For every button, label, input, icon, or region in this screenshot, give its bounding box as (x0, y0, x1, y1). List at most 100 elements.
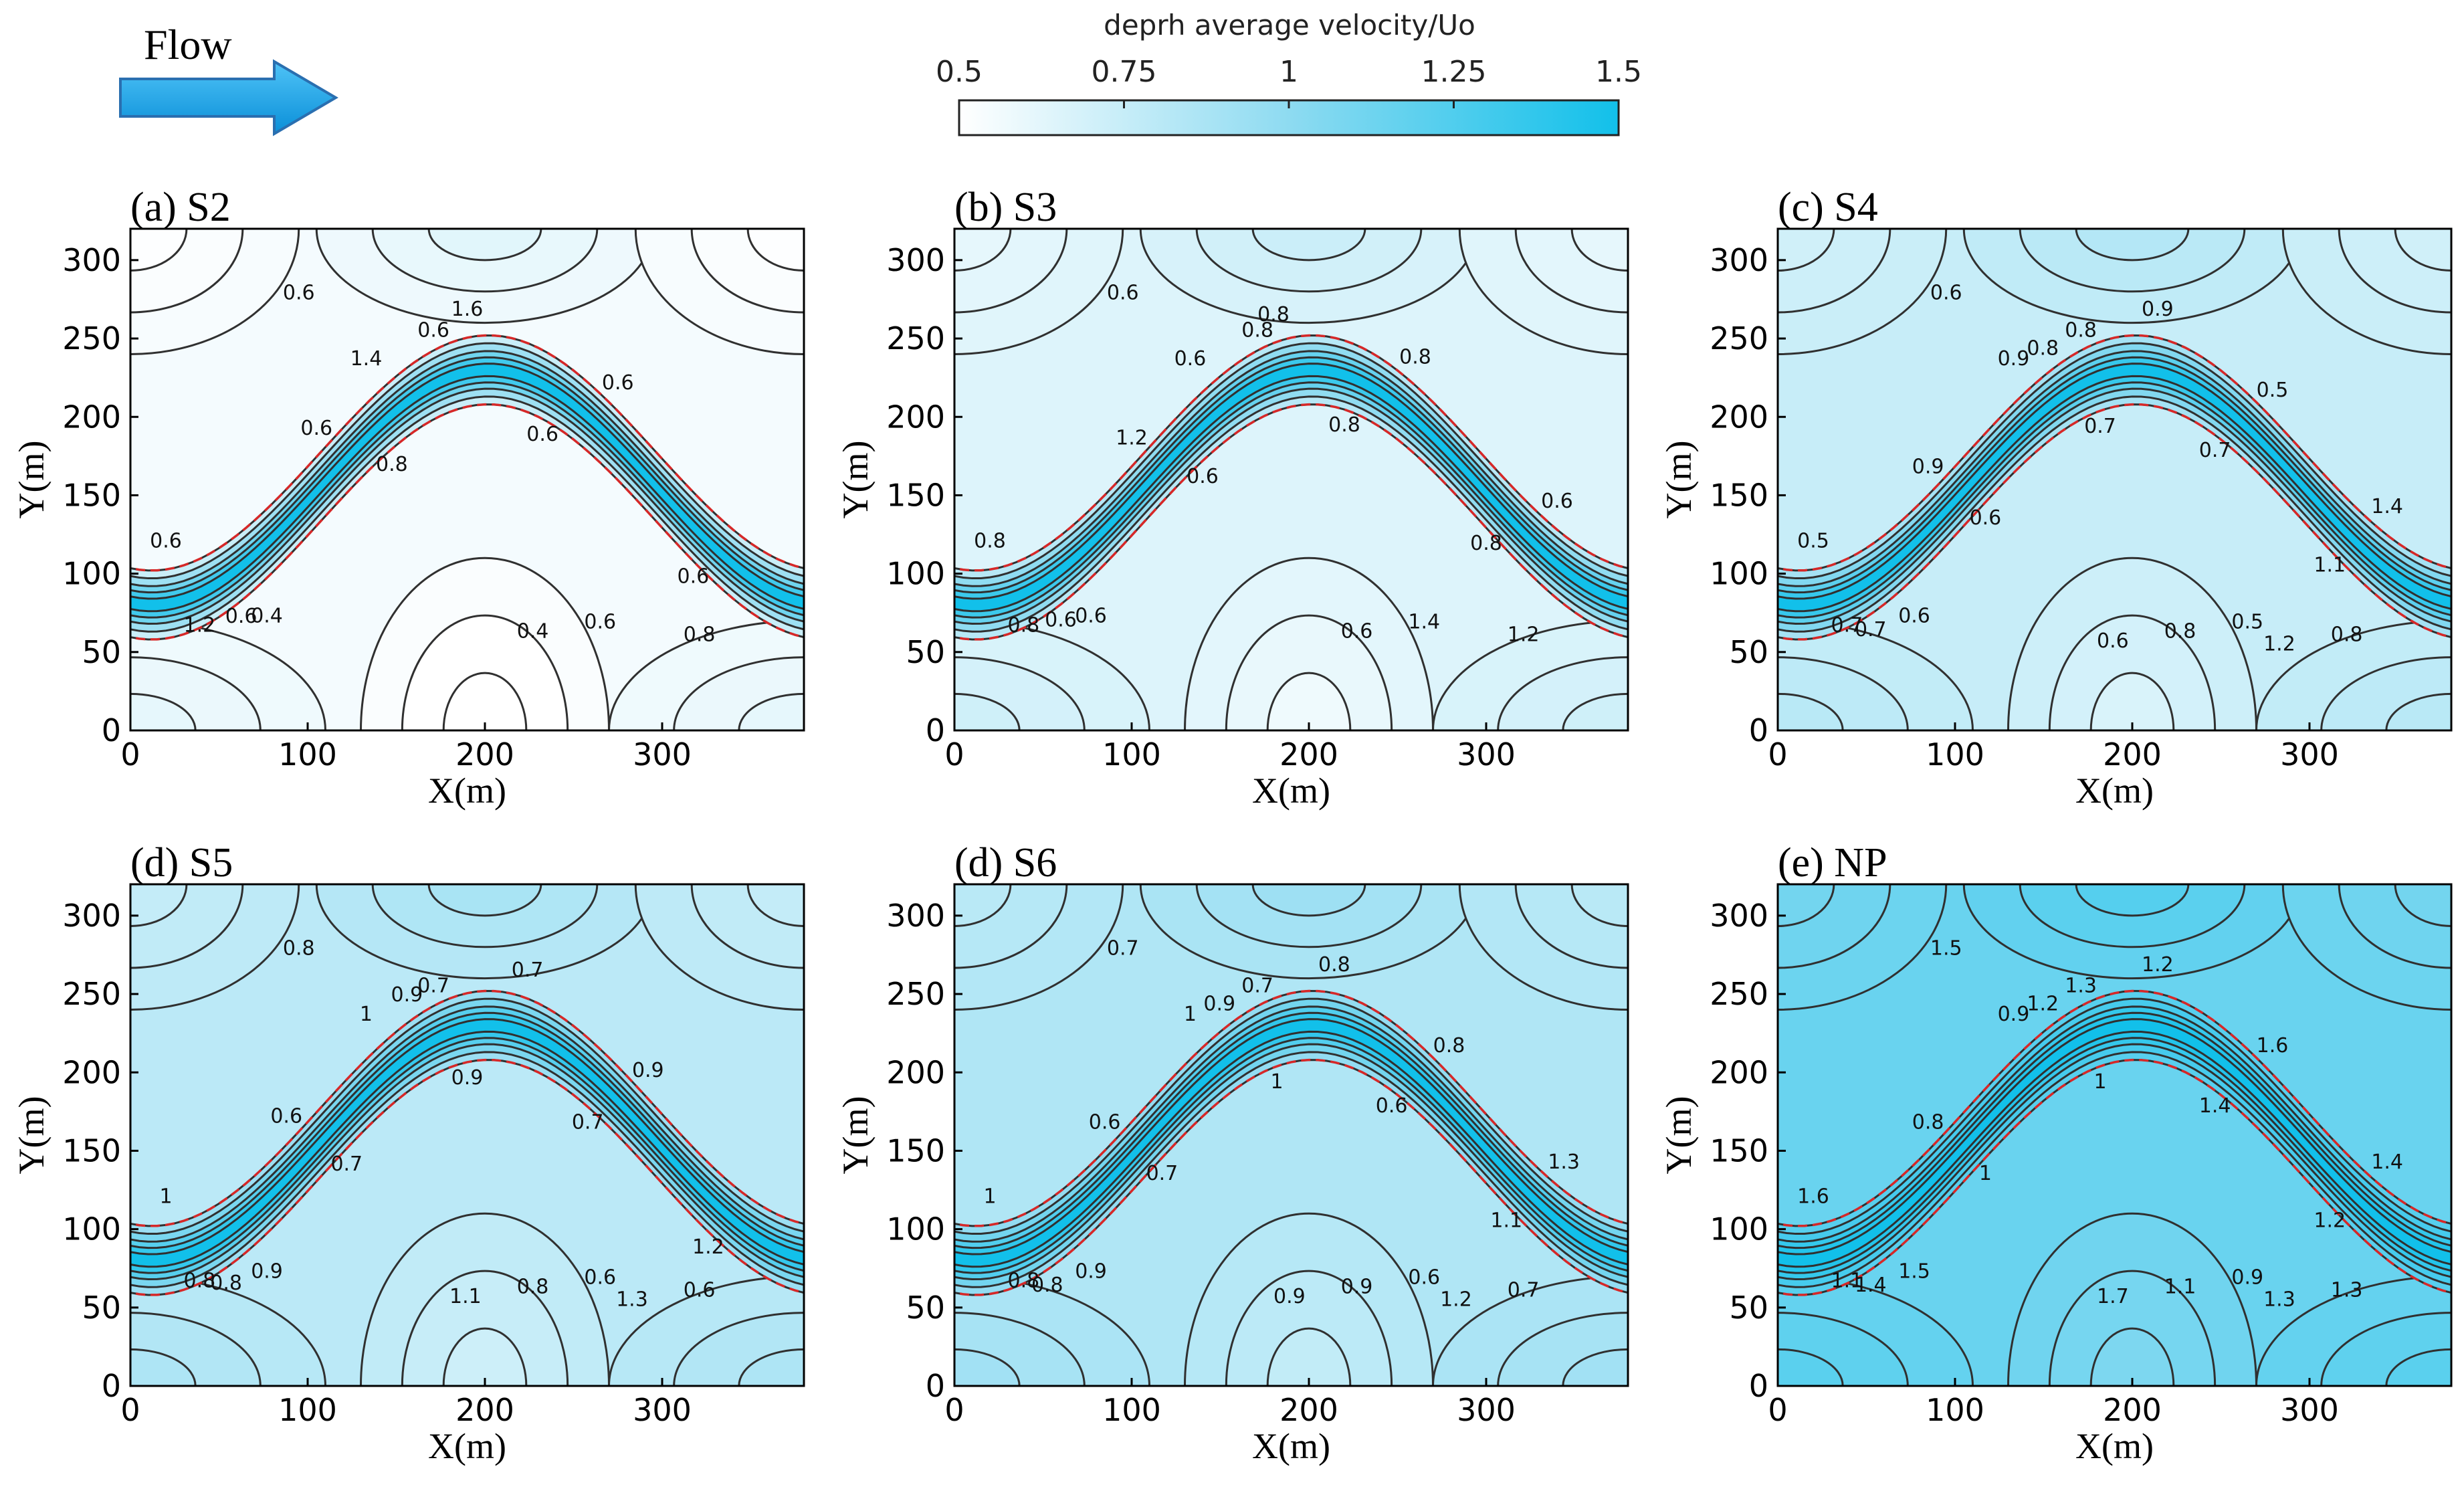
contour-label: 1 (360, 1003, 373, 1026)
contour-label: 0.8 (1007, 613, 1039, 637)
contour-region (738, 1348, 804, 1386)
contour-label: 0.5 (2257, 379, 2289, 402)
contour-label: 1.3 (2331, 1278, 2363, 1302)
contour-label: 1.2 (2263, 632, 2295, 656)
contour-region (130, 229, 188, 272)
x-axis-label: X(m) (428, 1426, 506, 1466)
contour-label: 1.2 (692, 1235, 724, 1259)
contour-region (130, 1348, 197, 1386)
contour-label: 0.9 (1273, 1285, 1306, 1308)
x-tick-label: 300 (633, 736, 692, 773)
y-tick-label: 0 (102, 1368, 121, 1404)
contour-label: 1.2 (1508, 623, 1540, 646)
panel-e: 1 0.9 0.8 0.7 0.6 0.6 0.7 0.8 0.9 1 1 0.9 0.8 0.7 0.6 0… (835, 840, 1629, 1466)
x-tick-label: 300 (2280, 736, 2339, 773)
contour-label: 0.6 (2097, 629, 2129, 653)
contour-label: 1.1 (2314, 554, 2346, 577)
x-tick-label: 100 (1102, 1392, 1161, 1428)
contour-label: 0.8 (1399, 345, 1431, 369)
contour-label: 1.3 (616, 1288, 648, 1311)
y-tick-label: 300 (1710, 242, 1768, 278)
contour-label: 0.8 (1007, 1269, 1039, 1292)
contour-label: 0.6 (283, 281, 315, 304)
x-tick-label: 300 (1457, 736, 1516, 773)
contour-label: 0.8 (1031, 1274, 1063, 1297)
contour-label: 1.6 (2257, 1034, 2289, 1058)
contour-label: 1.4 (2371, 1150, 2403, 1174)
contour-label: 0.7 (1241, 975, 1273, 998)
contour-label: 0.6 (584, 611, 616, 634)
y-tick-label: 250 (886, 976, 945, 1012)
channel-bank-line (954, 1058, 1628, 1296)
y-tick-label: 150 (886, 1132, 945, 1169)
contour-region (1251, 884, 1366, 917)
contour-region (2075, 884, 2190, 917)
contour-region (1266, 672, 1352, 730)
channel-contour (1778, 363, 2451, 613)
channel-bank-line (1778, 989, 2451, 1227)
contour-field: 1 0.9 0.8 0.7 0.6 0.6 0.7 0.8 0.9 1 0.9 0.8 0.7 0.6 0.… (130, 884, 804, 1386)
channel-bank-line (954, 403, 1628, 641)
colorbar-title: deprh average velocity/Uo (1104, 9, 1475, 41)
panel-a: 0.60.40.60.60.60.60.81.21.61.40.60.40.60… (11, 185, 805, 811)
contour-label: 0.8 (210, 1272, 242, 1295)
contour-label: 0.7 (1146, 1162, 1178, 1185)
contour-label: 0.6 (270, 1105, 302, 1128)
contour-label: 1.1 (2164, 1276, 2196, 1299)
contour-label: 0.6 (1970, 506, 2002, 530)
contour-label: 0.8 (1241, 319, 1273, 342)
contour-label: 0.8 (1257, 303, 1290, 326)
contour-label: 0.8 (517, 1276, 549, 1299)
contour-region (2075, 229, 2190, 262)
x-axis-label: X(m) (1252, 1426, 1330, 1466)
contour-label: 0.9 (1912, 456, 1944, 479)
contour-region (1778, 1348, 1844, 1386)
x-tick-label: 100 (278, 736, 337, 773)
contour-label: 0.9 (1203, 993, 1235, 1016)
contour-region (1251, 229, 1366, 262)
panel-d: 1 0.9 0.8 0.7 0.6 0.6 0.7 0.8 0.9 1 0.9 0.8 0.7 0.6 0.… (11, 840, 805, 1466)
y-axis-label: Y(m) (1659, 441, 1699, 519)
contour-label: 1.1 (449, 1285, 482, 1308)
channel-contour (1778, 1018, 2451, 1268)
contour-label: 1.2 (1116, 427, 1148, 450)
x-tick-label: 100 (1102, 736, 1161, 773)
contour-label: 0.6 (1187, 465, 1219, 488)
contour-label: 1 (1271, 1070, 1284, 1094)
y-axis-label: Y(m) (1659, 1096, 1699, 1175)
x-tick-label: 300 (633, 1392, 692, 1428)
contour-label: 0.6 (1376, 1094, 1408, 1118)
y-tick-label: 150 (1710, 477, 1768, 513)
x-axis-label: X(m) (1252, 771, 1330, 811)
contour-label: 1.4 (1855, 1274, 1887, 1297)
y-tick-label: 250 (1710, 320, 1768, 357)
panel-grid: 0.6 0.4 0.6 0.6 0.6 0.6 0.8 1.2 1.6 1.4 0.6 0.4 0.6 0… (11, 185, 2453, 1466)
plot-frame (953, 883, 1629, 1387)
contour-label: 0.8 (1328, 413, 1360, 437)
contour-label: 0.6 (1107, 281, 1139, 304)
contour-label: 0.8 (2331, 623, 2363, 646)
channel-bank-line (130, 403, 804, 641)
contour-label: 0.9 (1341, 1276, 1373, 1299)
y-tick-label: 200 (62, 399, 121, 435)
contour-label: 0.4 (251, 604, 283, 627)
y-tick-label: 250 (1710, 976, 1768, 1012)
x-tick-label: 200 (2103, 1392, 2162, 1428)
x-tick-label: 100 (1926, 1392, 1984, 1428)
y-tick-label: 100 (62, 556, 121, 592)
contour-region (746, 884, 804, 927)
flow-indicator: Flow (119, 21, 338, 136)
contour-label: 0.6 (417, 319, 449, 342)
contour-label: 1.4 (350, 347, 383, 371)
contour-label: 1.3 (2263, 1288, 2295, 1311)
contour-label: 0.6 (684, 1278, 716, 1302)
y-axis-label: Y(m) (835, 441, 876, 519)
y-tick-label: 200 (1710, 1054, 1768, 1090)
colorbar-tick-label: 1.5 (1595, 55, 1642, 89)
x-tick-label: 0 (1768, 736, 1787, 773)
colorbar-tick-label: 1 (1279, 55, 1298, 89)
y-tick-label: 300 (886, 898, 945, 934)
contour-label: 1.5 (1898, 1260, 1930, 1283)
panel-title: (b) S3 (954, 185, 1057, 230)
